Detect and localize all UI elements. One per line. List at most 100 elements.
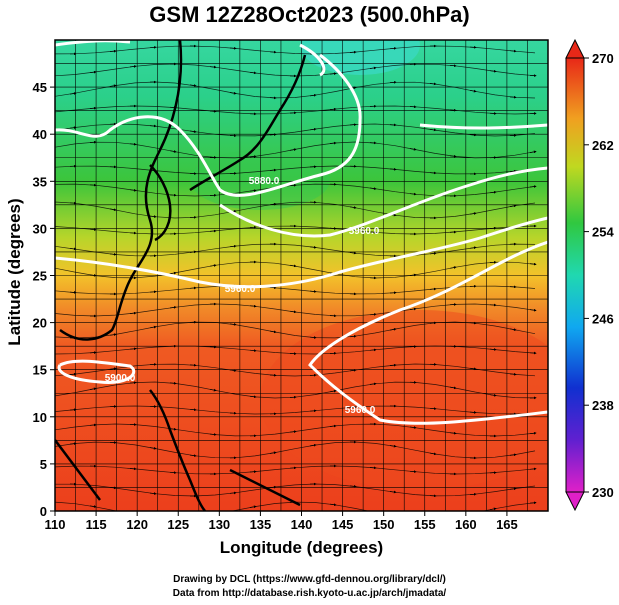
wind-arrow [249, 155, 257, 158]
wind-arrow [429, 407, 437, 411]
wind-arrow [309, 409, 317, 413]
wind-arrow [349, 334, 357, 338]
wind-arrow [309, 443, 317, 447]
wind-arrow [149, 446, 157, 450]
wind-arrow [509, 169, 517, 173]
wind-arrow [209, 388, 217, 392]
wind-arrow [89, 387, 97, 391]
wind-arrow [409, 426, 417, 429]
wind-arrow [329, 424, 337, 428]
wind-arrow [469, 321, 477, 325]
credit-data: Data from http://database.rish.kyoto-u.a… [172, 588, 447, 599]
wind-arrow [189, 286, 197, 290]
coastlines [55, 40, 307, 511]
colorbar-tick-label: 254 [592, 225, 614, 240]
wind-arrow [69, 201, 77, 205]
x-tick-label: 135 [250, 517, 272, 532]
wind-arrow [449, 64, 457, 68]
wind-arrow [69, 92, 77, 95]
wind-arrow [169, 471, 177, 475]
wind-arrow [249, 225, 257, 229]
wind-arrow [489, 69, 497, 73]
y-axis-label: Latitude (degrees) [5, 198, 24, 346]
wind-arrow [89, 70, 97, 74]
y-tick-label: 10 [33, 410, 47, 425]
wind-arrow [129, 347, 137, 351]
x-tick-label: 110 [45, 517, 66, 532]
x-tick-label: 130 [208, 517, 230, 532]
wind-arrow [289, 430, 297, 434]
wind-arrow [409, 192, 417, 196]
wind-arrow [249, 304, 257, 308]
wind-arrow [269, 50, 277, 54]
streamline [55, 45, 536, 55]
streamline [55, 243, 536, 257]
streamline [55, 321, 536, 339]
wind-arrow [109, 252, 117, 256]
wind-arrow [469, 492, 477, 496]
wind-arrow [409, 147, 417, 151]
height-contours [55, 40, 548, 425]
wind-arrow [269, 485, 277, 489]
wind-arrow [529, 262, 537, 266]
wind-arrow [449, 386, 457, 390]
wind-arrow [469, 133, 477, 137]
wind-arrow [249, 189, 257, 192]
colorbar-tick-label: 238 [592, 398, 614, 413]
streamline [55, 441, 536, 459]
wind-arrow [469, 212, 477, 215]
wind-arrow [469, 367, 477, 371]
x-tick-label: 125 [167, 517, 189, 532]
colorbar-max-arrow [565, 38, 585, 59]
wind-arrow [129, 142, 137, 146]
chart-title: GSM 12Z28Oct2023 (500.0hPa) [149, 2, 470, 27]
x-axis-label: Longitude (degrees) [219, 538, 384, 557]
colorbar-tick-label: 270 [592, 51, 614, 66]
wind-arrow [289, 183, 297, 187]
wind-arrow [210, 514, 216, 515]
wind-arrow [249, 505, 257, 509]
colorbar: 270 262 254 246 238 230 [565, 38, 614, 512]
wind-arrow [509, 95, 517, 99]
wind-arrow [129, 311, 137, 315]
wind-arrow [509, 204, 517, 208]
wind-arrow [209, 65, 217, 69]
wind-arrow [229, 491, 237, 495]
wind-arrow [369, 313, 377, 316]
wind-arrow [509, 328, 517, 331]
wind-arrow [189, 250, 197, 254]
wind-arrow [109, 84, 117, 88]
wind-arrow [429, 82, 437, 86]
wind-arrow [229, 91, 237, 95]
wind-arrow [130, 514, 136, 515]
wind-arrow [269, 168, 277, 172]
cold-core-shading [300, 40, 420, 75]
wind-arrow [249, 349, 257, 352]
wind-arrow [509, 453, 517, 457]
wind-arrow [289, 148, 297, 151]
colorbar-tick-label: 230 [592, 485, 614, 500]
wind-arrow [489, 190, 497, 194]
wind-arrow [189, 130, 197, 133]
wind-arrow [229, 369, 237, 372]
wind-arrow [109, 333, 117, 337]
wind-arrow [209, 109, 217, 113]
wind-arrow [409, 307, 417, 311]
wind-arrow [489, 393, 497, 397]
wind-arrow [429, 128, 437, 132]
wind-arrow [289, 264, 297, 268]
x-tick-label: 140 [291, 517, 313, 532]
y-tick-label: 15 [33, 363, 47, 378]
wind-arrow [149, 290, 157, 294]
wind-arrow [489, 303, 497, 307]
x-tick-label: 120 [126, 517, 148, 532]
wind-arrow [449, 108, 457, 112]
wind-arrow [309, 290, 317, 293]
contour-label: 5960.0 [349, 226, 380, 237]
wind-arrow [189, 215, 197, 219]
wind-arrow [509, 487, 517, 491]
streamline [55, 501, 536, 511]
colorbar-tick-label: 246 [592, 311, 614, 326]
wind-arrow [149, 325, 157, 329]
